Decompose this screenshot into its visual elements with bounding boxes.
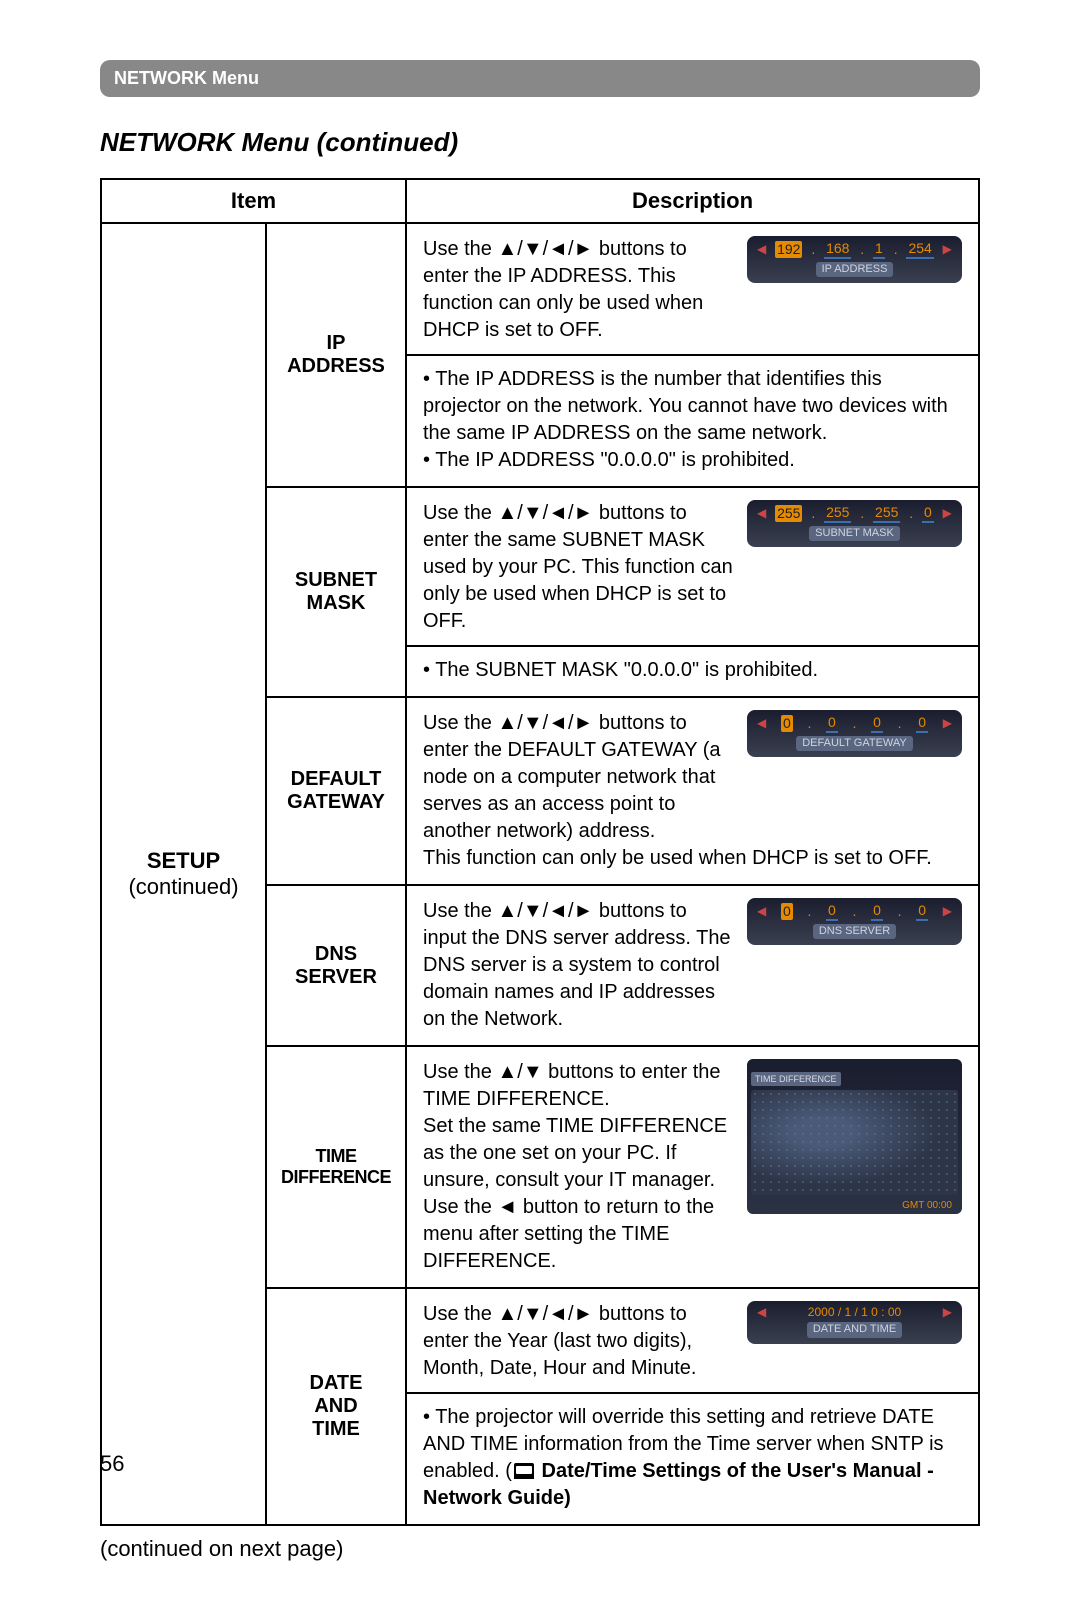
dns-badge-title: DNS SERVER — [813, 924, 896, 939]
map-foot: GMT 00:00 — [751, 1199, 958, 1213]
label-dns-server: DNS SERVER — [266, 885, 406, 1046]
left-arrow-icon: ◀ — [757, 716, 766, 730]
desc-time: Use the ▲/▼ buttons to enter the TIME DI… — [406, 1046, 979, 1288]
desc-subnet: Use the ▲/▼/◄/► buttons to enter the sam… — [406, 487, 979, 697]
ip-badge: ◀ 192. 168. 1. 254 ▶ IP ADDRESS — [747, 236, 962, 283]
section-title: NETWORK Menu (continued) — [100, 127, 980, 158]
time-p2: Set the same TIME DIFFERENCE as the one … — [423, 1113, 733, 1275]
dns-b: 0 — [826, 902, 838, 921]
gw-b: 0 — [826, 714, 838, 733]
gateway-p1: Use the ▲/▼/◄/► buttons to enter the DEF… — [423, 712, 721, 842]
subnet-badge-title: SUBNET MASK — [809, 526, 900, 541]
label-and: AND — [277, 1395, 395, 1418]
label-time2: TIME — [277, 1418, 395, 1441]
page-number: 56 — [100, 1451, 124, 1477]
label-address: ADDRESS — [277, 355, 395, 378]
label-subnet-mask: SUBNET MASK — [266, 487, 406, 697]
ip-p1: Use the ▲/▼/◄/► buttons to enter the IP … — [423, 236, 733, 344]
dns-a: 0 — [781, 903, 793, 920]
world-map-icon — [751, 1090, 958, 1195]
right-arrow-icon: ▶ — [943, 904, 952, 918]
date-badge-title: DATE AND TIME — [807, 1322, 902, 1337]
ip-p2: • The IP ADDRESS is the number that iden… — [423, 366, 962, 447]
settings-table: Item Description SETUP (continued) IP AD… — [100, 178, 980, 1526]
date-p2: • The projector will override this setti… — [423, 1404, 962, 1512]
gateway-p2: This function can only be used when DHCP… — [423, 845, 962, 872]
right-arrow-icon: ▶ — [943, 242, 952, 256]
left-arrow-icon: ◀ — [757, 1305, 766, 1319]
label-gateway: GATEWAY — [277, 791, 395, 814]
gw-a: 0 — [781, 715, 793, 732]
book-icon — [514, 1463, 534, 1479]
label-difference: DIFFERENCE — [277, 1167, 395, 1188]
label-date: DATE — [277, 1372, 395, 1395]
gateway-badge: ◀ 0. 0. 0. 0 ▶ DEFAULT GATEWAY — [747, 710, 962, 757]
gw-c: 0 — [871, 714, 883, 733]
desc-date: Use the ▲/▼/◄/► buttons to enter the Yea… — [406, 1288, 979, 1525]
sn-d: 0 — [922, 504, 934, 523]
dns-p1: Use the ▲/▼/◄/► buttons to input the DNS… — [423, 898, 733, 1033]
dns-badge: ◀ 0. 0. 0. 0 ▶ DNS SERVER — [747, 898, 962, 945]
subnet-badge: ◀ 255. 255. 255. 0 ▶ SUBNET MASK — [747, 500, 962, 547]
date-badge: ◀ 2000 / 1 / 1 0 : 00 ▶ DATE AND TIME — [747, 1301, 962, 1344]
continued-note: (continued on next page) — [100, 1536, 980, 1562]
gw-d: 0 — [916, 714, 928, 733]
setup-cell: SETUP (continued) — [101, 223, 266, 1525]
label-time: TIME — [277, 1146, 395, 1167]
left-arrow-icon: ◀ — [757, 506, 766, 520]
th-item: Item — [101, 179, 406, 223]
dns-c: 0 — [871, 902, 883, 921]
setup-label: SETUP — [112, 848, 255, 874]
right-arrow-icon: ▶ — [943, 1305, 952, 1319]
label-server: SERVER — [277, 966, 395, 989]
right-arrow-icon: ▶ — [943, 716, 952, 730]
setup-continued: (continued) — [112, 874, 255, 900]
time-map-badge: TIME DIFFERENCE GMT 00:00 — [747, 1059, 962, 1214]
sn-b: 255 — [824, 504, 851, 523]
ip-b: 168 — [824, 240, 851, 259]
time-p1: Use the ▲/▼ buttons to enter the TIME DI… — [423, 1059, 733, 1113]
label-date-and-time: DATE AND TIME — [266, 1288, 406, 1525]
ip-a: 192 — [775, 241, 802, 258]
sn-a: 255 — [775, 505, 802, 522]
th-desc: Description — [406, 179, 979, 223]
label-mask: MASK — [277, 592, 395, 615]
subnet-p2: • The SUBNET MASK "0.0.0.0" is prohibite… — [423, 657, 962, 684]
ip-p3: • The IP ADDRESS "0.0.0.0" is prohibited… — [423, 447, 962, 474]
right-arrow-icon: ▶ — [943, 506, 952, 520]
left-arrow-icon: ◀ — [757, 242, 766, 256]
dns-d: 0 — [916, 902, 928, 921]
sn-c: 255 — [873, 504, 900, 523]
label-ip-address: IP ADDRESS — [266, 223, 406, 487]
label-default-gateway: DEFAULT GATEWAY — [266, 697, 406, 885]
map-title: TIME DIFFERENCE — [751, 1072, 841, 1086]
ip-c: 1 — [873, 240, 885, 259]
gateway-badge-title: DEFAULT GATEWAY — [796, 736, 913, 751]
left-arrow-icon: ◀ — [757, 904, 766, 918]
label-dns: DNS — [277, 943, 395, 966]
subnet-p1: Use the ▲/▼/◄/► buttons to enter the sam… — [423, 500, 733, 635]
date-val: 2000 / 1 / 1 0 : 00 — [806, 1305, 903, 1319]
desc-ip: Use the ▲/▼/◄/► buttons to enter the IP … — [406, 223, 979, 487]
desc-gateway: Use the ▲/▼/◄/► buttons to enter the DEF… — [406, 697, 979, 885]
date-p1: Use the ▲/▼/◄/► buttons to enter the Yea… — [423, 1301, 733, 1382]
label-time-difference: TIME DIFFERENCE — [266, 1046, 406, 1288]
ip-badge-title: IP ADDRESS — [816, 262, 894, 277]
desc-dns: Use the ▲/▼/◄/► buttons to input the DNS… — [406, 885, 979, 1046]
label-subnet: SUBNET — [277, 569, 395, 592]
label-ip: IP — [277, 332, 395, 355]
menu-label-bar: NETWORK Menu — [100, 60, 980, 97]
label-default: DEFAULT — [277, 768, 395, 791]
ip-d: 254 — [906, 240, 933, 259]
